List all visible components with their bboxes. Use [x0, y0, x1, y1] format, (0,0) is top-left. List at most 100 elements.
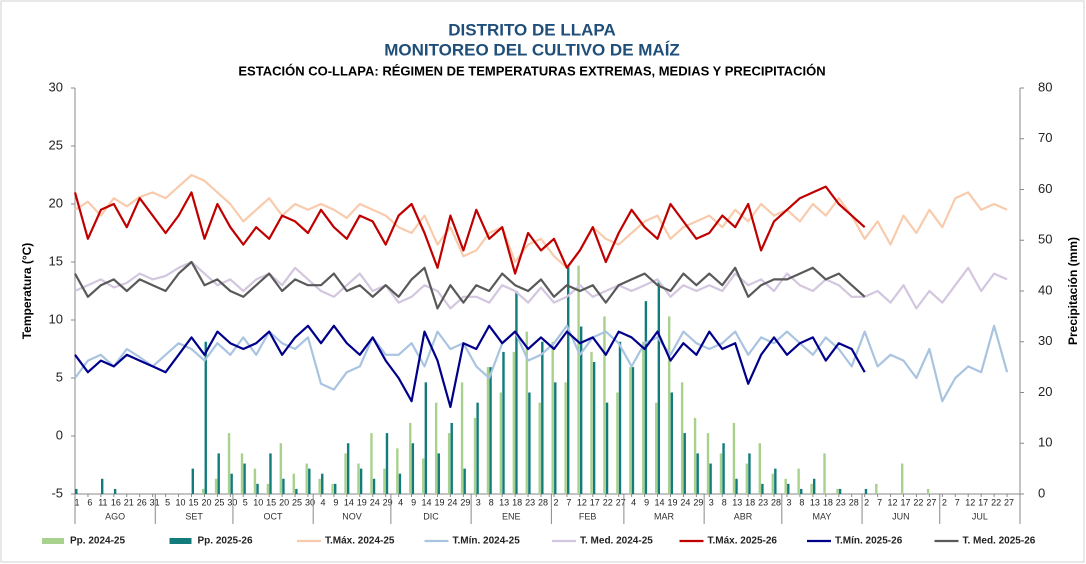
- precip-bar: [758, 443, 761, 494]
- precip-bar: [567, 265, 570, 494]
- x-tick-label: 8: [799, 497, 804, 507]
- legend-label: T. Med. 2024-25: [580, 536, 653, 547]
- precip-bar: [655, 402, 658, 494]
- precip-bar: [191, 468, 195, 494]
- x-tick-label: 23: [525, 497, 535, 507]
- precip-bar: [784, 478, 787, 494]
- month-label: ENE: [502, 511, 521, 521]
- temp-line: [74, 260, 1008, 310]
- precip-bar: [334, 483, 337, 494]
- x-tick-label: 7: [877, 497, 882, 507]
- x-tick-label: 22: [603, 497, 613, 507]
- y-tick-label: 0: [56, 427, 63, 442]
- legend-label: T.Máx. 2025-26: [708, 536, 778, 547]
- y-tick-label: 5: [56, 369, 63, 384]
- x-tick-label: 8: [722, 497, 727, 507]
- precip-bar: [515, 291, 518, 494]
- x-tick-label: 9: [411, 497, 416, 507]
- x-tick-label: 30: [227, 497, 237, 507]
- legend-swatch: [169, 538, 192, 544]
- x-tick-label: 28: [771, 497, 781, 507]
- precip-bar: [605, 402, 609, 494]
- month-label: AGO: [105, 511, 125, 521]
- month-label: ABR: [734, 511, 753, 521]
- precip-bar: [383, 468, 386, 494]
- precip-bar: [797, 468, 800, 494]
- precip-bar: [217, 453, 220, 494]
- precip-bar: [680, 382, 684, 494]
- precip-bar: [538, 402, 541, 494]
- y2-tick-label: 80: [1038, 79, 1052, 94]
- temp-line: [74, 324, 866, 409]
- precip-bar: [823, 453, 826, 494]
- x-tick-label: 19: [667, 497, 677, 507]
- x-tick-label: 22: [991, 497, 1001, 507]
- precip-bar: [706, 433, 710, 494]
- x-tick-label: 27: [616, 497, 626, 507]
- precip-bar: [864, 488, 868, 494]
- y2-tick-label: 10: [1038, 435, 1052, 450]
- x-tick-label: 21: [124, 497, 134, 507]
- legend-label: T.Mín. 2024-25: [453, 536, 521, 547]
- y2-tick-label: 30: [1038, 333, 1052, 348]
- precip-bar: [696, 453, 699, 494]
- y-tick-label: 20: [49, 195, 63, 210]
- precip-bar: [359, 468, 363, 494]
- precip-bar: [564, 382, 567, 494]
- x-tick-label: 7: [955, 497, 960, 507]
- x-tick-label: 25: [292, 497, 302, 507]
- x-tick-label: 20: [279, 497, 289, 507]
- precip-bar: [577, 265, 580, 494]
- x-tick-label: 9: [333, 497, 338, 507]
- precip-bar: [204, 341, 207, 494]
- x-tick-label: 18: [745, 497, 755, 507]
- precip-bar: [344, 453, 347, 494]
- precip-bar: [460, 382, 464, 494]
- precip-bar: [447, 433, 451, 494]
- precip-bar: [434, 402, 438, 494]
- precip-bar: [554, 382, 557, 494]
- x-tick-label: 18: [823, 497, 833, 507]
- precip-bar: [618, 341, 622, 494]
- y2-tick-label: 50: [1038, 232, 1052, 247]
- x-tick-label: 19: [357, 497, 367, 507]
- y-tick-label: 15: [49, 253, 63, 268]
- precip-bar: [486, 367, 490, 494]
- x-tick-label: 16: [111, 497, 121, 507]
- precip-bar: [489, 367, 492, 494]
- x-tick-label: 9: [644, 497, 649, 507]
- precip-bar: [838, 488, 842, 494]
- x-tick-label: 4: [320, 497, 325, 507]
- precip-bar: [761, 483, 764, 494]
- precip-bar: [398, 473, 402, 494]
- precip-bar: [424, 382, 428, 494]
- precip-bar: [266, 483, 270, 494]
- x-tick-label: 2: [553, 497, 558, 507]
- precip-bar: [812, 478, 816, 494]
- x-tick-label: 7: [566, 497, 571, 507]
- precip-bar: [525, 331, 528, 494]
- precip-bar: [282, 478, 285, 494]
- precip-bar: [292, 473, 295, 494]
- x-tick-label: 25: [214, 497, 224, 507]
- precip-bar: [541, 341, 544, 494]
- precip-bar: [476, 402, 479, 494]
- precip-bar: [629, 367, 632, 494]
- y-tick-label: -5: [51, 485, 63, 500]
- precip-bar: [346, 443, 350, 494]
- x-tick-label: 24: [447, 497, 457, 507]
- y-axis-title: Temperatura (°C): [20, 243, 34, 340]
- x-tick-label: 23: [836, 497, 846, 507]
- precip-bar: [409, 422, 412, 494]
- precip-bar: [579, 326, 583, 494]
- month-label: OCT: [264, 511, 284, 521]
- precip-bar: [100, 478, 104, 494]
- month-label: JUL: [972, 511, 988, 521]
- x-tick-label: 29: [383, 497, 393, 507]
- month-label: MAY: [813, 511, 832, 521]
- x-tick-label: 28: [849, 497, 859, 507]
- precip-bar: [305, 463, 308, 494]
- precip-bar: [256, 483, 259, 494]
- month-label: FEB: [579, 511, 597, 521]
